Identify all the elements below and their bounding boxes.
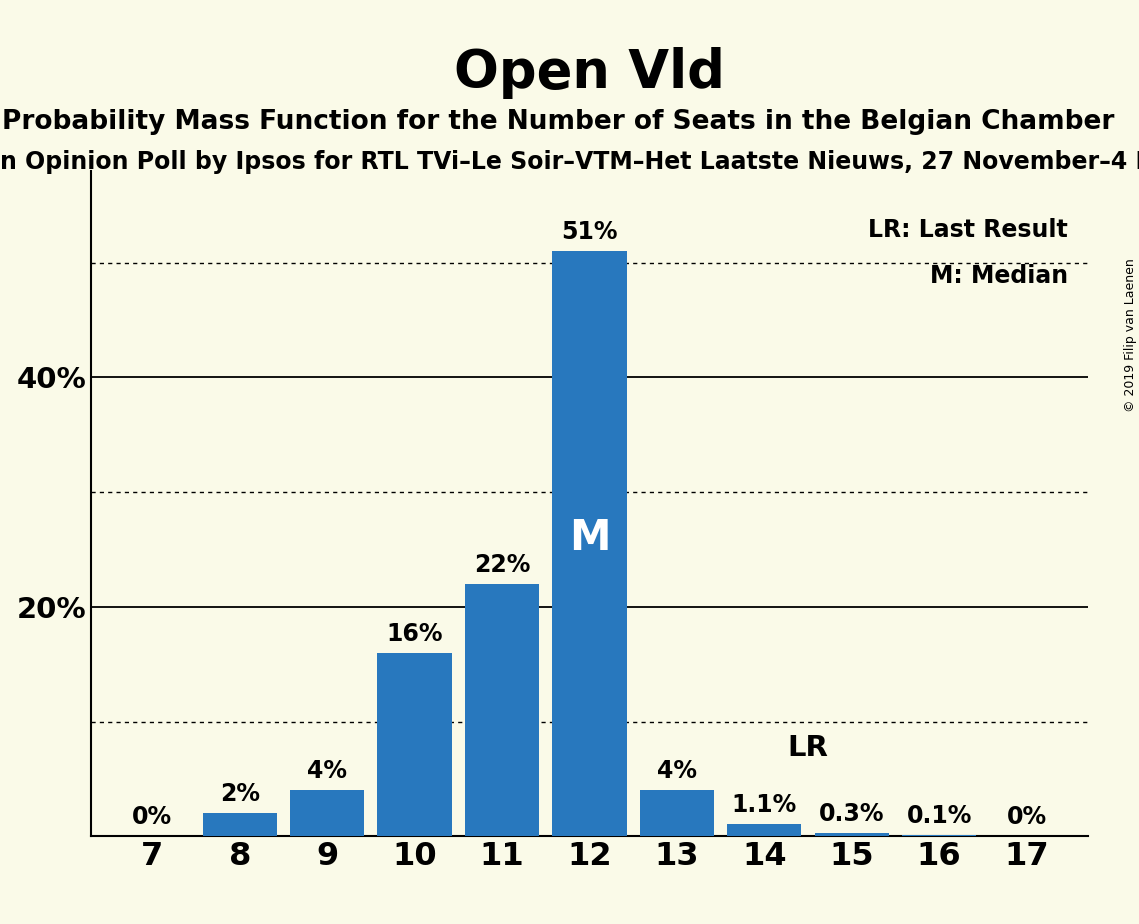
Text: n Opinion Poll by Ipsos for RTL TVi–Le Soir–VTM–Het Laatste Nieuws, 27 November–: n Opinion Poll by Ipsos for RTL TVi–Le S… [0,150,1139,174]
Text: 1.1%: 1.1% [731,793,797,817]
Text: 22%: 22% [474,553,530,577]
Text: LR: LR [787,734,828,761]
Bar [902,835,976,836]
Bar [814,833,888,836]
Text: 16%: 16% [386,622,443,646]
Bar [290,790,364,836]
Text: 51%: 51% [562,220,617,244]
Bar [552,251,626,836]
Bar [640,790,714,836]
Text: 0%: 0% [132,806,172,830]
Text: 2%: 2% [220,783,260,807]
Text: 4%: 4% [657,760,697,784]
Text: M: M [568,517,611,559]
Text: 4%: 4% [308,760,347,784]
Text: 0.1%: 0.1% [907,804,972,828]
Bar [727,823,802,836]
Text: 0.3%: 0.3% [819,802,885,826]
Bar [203,813,277,836]
Text: © 2019 Filip van Laenen: © 2019 Filip van Laenen [1124,259,1137,412]
Text: 0%: 0% [1007,806,1047,830]
Title: Open Vld: Open Vld [454,46,724,99]
Bar [377,652,452,836]
Bar [465,584,539,836]
Text: LR: Last Result: LR: Last Result [868,217,1068,241]
Text: M: Median: M: Median [929,264,1068,288]
Text: Probability Mass Function for the Number of Seats in the Belgian Chamber: Probability Mass Function for the Number… [2,109,1114,135]
